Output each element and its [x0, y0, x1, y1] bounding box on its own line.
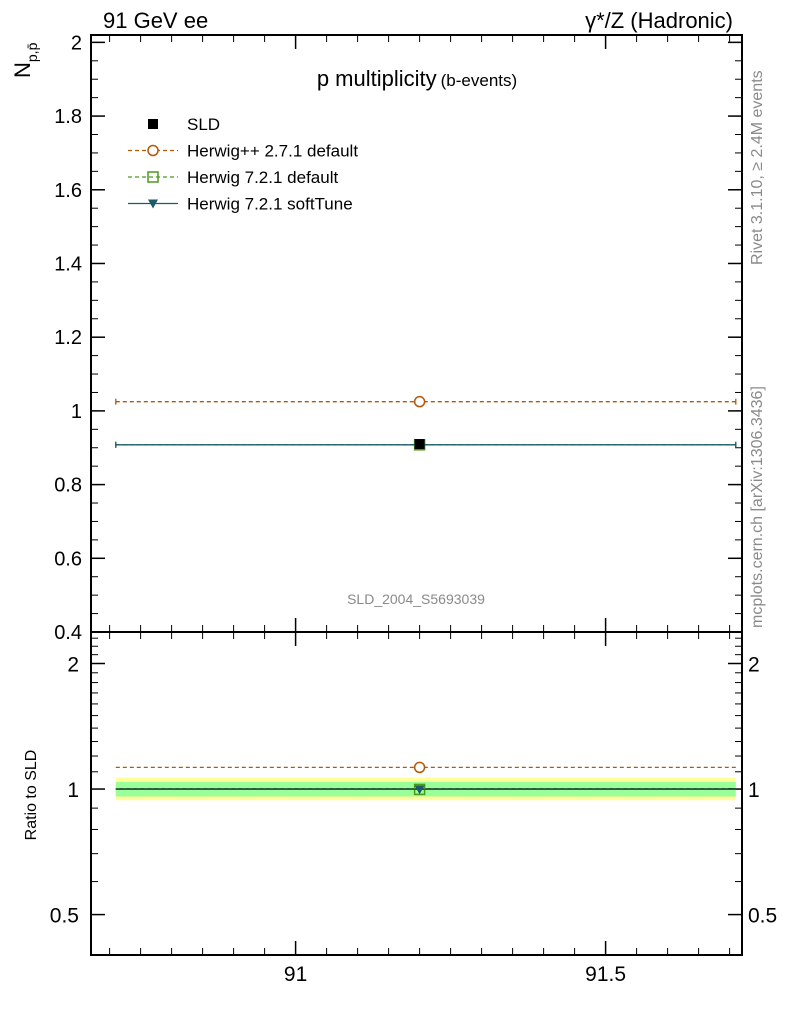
ratio-marker-0 [413, 761, 426, 774]
legend-marker-3 [148, 199, 158, 209]
ratio-ytick-label-left: 0.5 [50, 905, 79, 928]
ratio-series-layer [115, 761, 736, 796]
series-marker-0 [414, 439, 425, 450]
header-right-label: γ*/Z (Hadronic) [585, 8, 733, 33]
ratio-marker-2 [414, 785, 425, 795]
legend-marker-0 [148, 119, 158, 129]
main-axis-ticks: 0.4 0.6 0.8 1 1.2 1.4 1.6 1.8 2 [54, 32, 742, 644]
ratio-ytick-label-right: 0.5 [748, 905, 777, 928]
analysis-id: SLD_2004_S5693039 [347, 591, 485, 607]
ratio-ytick-label-right: 1 [748, 779, 760, 802]
main-ytick-label: 0.8 [54, 475, 82, 497]
ratio-ytick-label-left: 2 [67, 654, 79, 677]
legend-label-1: Herwig++ 2.7.1 default [187, 142, 358, 161]
legend: SLD Herwig++ 2.7.1 default Herwig 7.2.1 de… [128, 115, 358, 214]
chart-title: p multiplicity (b-events) [317, 66, 517, 91]
ratio-ytick-label-right: 2 [748, 654, 760, 677]
ratio-xtick-label: 91.5 [585, 963, 626, 986]
main-ytick-label: 0.4 [54, 622, 82, 644]
legend-label-3: Herwig 7.2.1 softTune [187, 195, 353, 214]
ratio-axis-ticks: 0.5 0.5 1 1 2 2 91 91.5 [50, 632, 777, 986]
main-ytick-label: 2 [71, 32, 82, 54]
main-ytick-label: 1.4 [54, 253, 82, 275]
main-ytick-label: 1.8 [54, 106, 82, 128]
main-ytick-label: 1 [71, 401, 82, 423]
main-ytick-label: 0.6 [54, 548, 82, 570]
main-ytick-label: 1.6 [54, 180, 82, 202]
mcplots-credit: mcplots.cern.ch [arXiv:1306.3436] [749, 386, 766, 628]
legend-label-0: SLD [187, 115, 220, 134]
main-series-layer [115, 395, 737, 451]
header-left-label: 91 GeV ee [103, 8, 208, 33]
main-ytick-label: 1.2 [54, 327, 82, 349]
series-marker-1 [413, 395, 426, 408]
ratio-ytick-label-left: 1 [67, 779, 79, 802]
ratio-xtick-label: 91 [284, 963, 307, 986]
ratio-frame [90, 631, 743, 956]
legend-label-2: Herwig 7.2.1 default [187, 168, 338, 187]
ratio-ylabel: Ratio to SLD [23, 750, 40, 841]
ratio-panel: 0.5 0.5 1 1 2 2 91 91.5 [50, 631, 777, 986]
rivet-credit: Rivet 3.1.10, ≥ 2.4M events [749, 70, 766, 265]
main-panel: 0.4 0.6 0.8 1 1.2 1.4 1.6 1.8 2 SLD Herwig++ 2.7.… [54, 32, 743, 644]
legend-marker-2 [147, 171, 159, 183]
legend-marker-1 [147, 144, 159, 157]
main-ylabel: Np,p̄ [10, 42, 40, 78]
